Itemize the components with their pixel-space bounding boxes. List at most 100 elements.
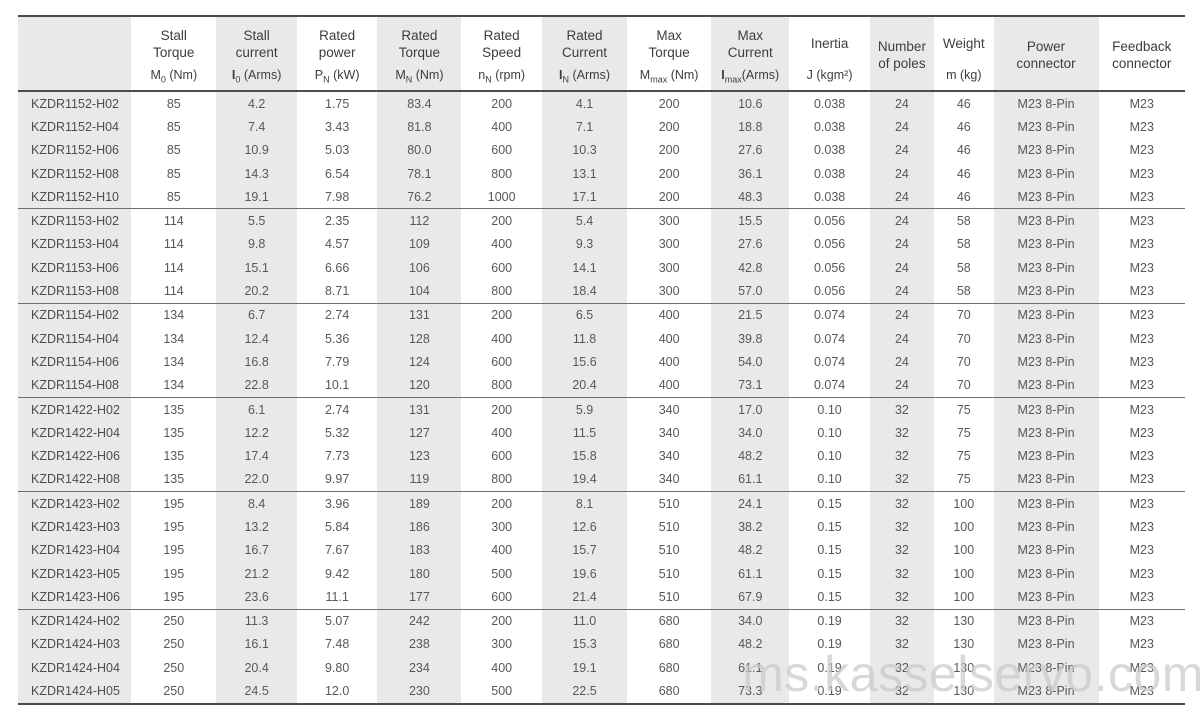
value-cell: 128: [377, 326, 462, 351]
value-cell: 16.8: [216, 350, 297, 374]
value-cell: 18.8: [711, 115, 790, 139]
value-cell: 81.8: [377, 115, 462, 139]
value-cell: 1.75: [324, 96, 350, 111]
value-cell: 300: [658, 237, 680, 252]
value-cell: 195: [163, 519, 185, 534]
value-cell: 42.8: [711, 256, 790, 280]
value-cell: 3.43: [324, 119, 350, 134]
value-cell: 12.2: [216, 421, 297, 445]
table-row: KZDR1422-H08 135 22.0 9.97 119 800 19.4 340 61.1…: [18, 467, 1185, 492]
header-cell: Rated power PN (kW): [297, 16, 378, 91]
value-cell: 200: [658, 166, 680, 181]
model-cell: KZDR1424-H03: [18, 632, 132, 657]
header-label: Power connector: [1016, 39, 1076, 71]
header-label: Rated Torque: [398, 28, 441, 60]
value-cell: 234: [377, 656, 462, 680]
value-cell: 11.0: [541, 609, 628, 633]
value-cell: 180: [377, 561, 462, 586]
value-cell: 27.6: [711, 232, 790, 257]
value-cell: M23 8-Pin: [993, 185, 1099, 209]
value-cell: 8.1: [541, 491, 628, 516]
value-cell: 300: [658, 284, 680, 299]
value-cell: 7.1: [541, 115, 628, 139]
model-cell: KZDR1423-H02: [18, 491, 132, 516]
value-cell: 195: [163, 543, 185, 558]
value-cell: 130: [953, 684, 975, 699]
value-cell: 5.5: [216, 208, 297, 233]
value-cell: 250: [163, 637, 185, 652]
value-cell: M23: [1129, 684, 1154, 699]
value-cell: 7.67: [324, 543, 350, 558]
value-cell: M23 8-Pin: [993, 303, 1099, 327]
header-label: Weight: [942, 36, 985, 52]
value-cell: 200: [491, 96, 513, 111]
header-label: Rated Current: [562, 28, 608, 60]
table-row: KZDR1154-H04 134 12.4 5.36 128 400 11.8 400 39.8…: [18, 326, 1185, 351]
value-cell: 13.2: [216, 515, 297, 539]
header-row: Stall Torque M0 (Nm) Stall current I0 (Arms…: [18, 16, 1185, 91]
value-cell: 24: [869, 185, 935, 209]
value-cell: 0.10: [817, 402, 842, 417]
value-cell: 114: [163, 260, 184, 275]
value-cell: 24: [869, 138, 935, 162]
value-cell: M23: [1129, 119, 1154, 134]
value-cell: 76.2: [377, 185, 462, 209]
value-cell: 61.1: [711, 561, 790, 586]
value-cell: 70: [956, 331, 971, 346]
value-cell: M23 8-Pin: [993, 515, 1099, 539]
header-cell: Rated Torque MN (Nm): [377, 16, 462, 91]
value-cell: 0.15: [817, 566, 842, 581]
value-cell: M23: [1129, 402, 1154, 417]
value-cell: 0.10: [817, 425, 842, 440]
header-symbol: MN (Nm): [395, 68, 444, 85]
value-cell: 510: [658, 566, 680, 581]
table-row: KZDR1154-H02 134 6.7 2.74 131 200 6.5 400 21.5 0.…: [18, 303, 1185, 327]
value-cell: M23: [1129, 472, 1154, 487]
value-cell: 34.0: [711, 609, 790, 633]
value-cell: 17.4: [216, 444, 297, 468]
value-cell: 100: [953, 589, 975, 604]
value-cell: 195: [163, 589, 185, 604]
value-cell: 75: [956, 402, 971, 417]
header-cell: Feedback connector: [1099, 16, 1185, 91]
value-cell: 510: [658, 519, 680, 534]
value-cell: 9.42: [324, 566, 350, 581]
value-cell: 200: [658, 143, 680, 158]
value-cell: 300: [658, 214, 680, 229]
value-cell: 2.35: [324, 214, 350, 229]
value-cell: M23 8-Pin: [993, 326, 1099, 351]
table-row: KZDR1422-H02 135 6.1 2.74 131 200 5.9 340 17.0 0.…: [18, 397, 1185, 422]
model-cell: KZDR1153-H02: [18, 208, 132, 233]
value-cell: 32: [869, 656, 935, 680]
value-cell: 61.1: [711, 656, 790, 680]
model-cell: KZDR1153-H06: [18, 256, 132, 280]
value-cell: 15.5: [711, 208, 790, 233]
value-cell: 500: [491, 566, 513, 581]
value-cell: 134: [163, 308, 185, 323]
value-cell: 75: [956, 449, 971, 464]
value-cell: 5.4: [541, 208, 628, 233]
header-cell: Stall Torque M0 (Nm): [131, 16, 216, 91]
value-cell: 32: [869, 632, 935, 657]
value-cell: 57.0: [711, 279, 790, 304]
value-cell: 10.6: [711, 91, 790, 116]
value-cell: 134: [163, 331, 185, 346]
value-cell: 0.038: [813, 119, 846, 134]
value-cell: 85: [166, 96, 181, 111]
value-cell: 78.1: [377, 161, 462, 186]
value-cell: M23: [1129, 166, 1154, 181]
value-cell: 0.15: [817, 543, 842, 558]
value-cell: 22.5: [541, 679, 628, 704]
value-cell: 400: [491, 331, 513, 346]
value-cell: 400: [491, 237, 513, 252]
value-cell: 0.038: [813, 189, 846, 204]
value-cell: 131: [377, 303, 462, 327]
value-cell: 46: [956, 119, 971, 134]
value-cell: 100: [953, 543, 975, 558]
value-cell: 680: [658, 637, 680, 652]
value-cell: 15.1: [216, 256, 297, 280]
value-cell: 85: [166, 143, 181, 158]
value-cell: M23: [1129, 589, 1154, 604]
value-cell: 46: [956, 166, 971, 181]
model-cell: KZDR1152-H02: [18, 91, 132, 116]
